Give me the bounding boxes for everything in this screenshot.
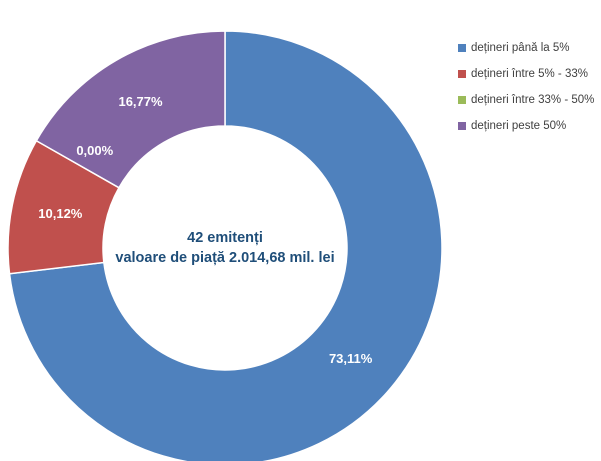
legend-item: dețineri între 33% - 50% — [458, 92, 601, 108]
data-label-2: 0,00% — [76, 143, 113, 158]
legend-label: dețineri până la 5% — [471, 42, 570, 54]
legend-swatch-3 — [458, 122, 466, 130]
center-label-market-value: valoare de piață 2.014,68 mil. lei — [115, 250, 335, 266]
legend-item: dețineri până la 5% — [458, 40, 601, 56]
legend-label: dețineri peste 50% — [471, 120, 567, 132]
slice-0 — [8, 30, 443, 461]
legend-label: dețineri între 33% - 50% — [471, 94, 595, 106]
legend-label: dețineri între 5% - 33% — [471, 68, 588, 80]
legend: dețineri până la 5% dețineri între 5% - … — [458, 40, 601, 144]
data-labels: 73,11% 10,12% 0,00% 16,77% — [38, 94, 372, 366]
legend-swatch-1 — [458, 70, 466, 78]
data-label-0: 73,11% — [329, 351, 373, 366]
legend-item: dețineri între 5% - 33% — [458, 66, 601, 82]
center-label-count: 42 emitenți — [187, 230, 263, 246]
donut-center-label: 42 emitenți valoare de piață 2.014,68 mi… — [115, 228, 334, 268]
donut-slices — [7, 30, 443, 461]
slice-3 — [35, 30, 226, 189]
data-label-1: 10,12% — [38, 206, 83, 221]
legend-item: dețineri peste 50% — [458, 118, 601, 134]
legend-swatch-0 — [458, 44, 466, 52]
data-label-3: 16,77% — [118, 94, 163, 109]
legend-swatch-2 — [458, 96, 466, 104]
